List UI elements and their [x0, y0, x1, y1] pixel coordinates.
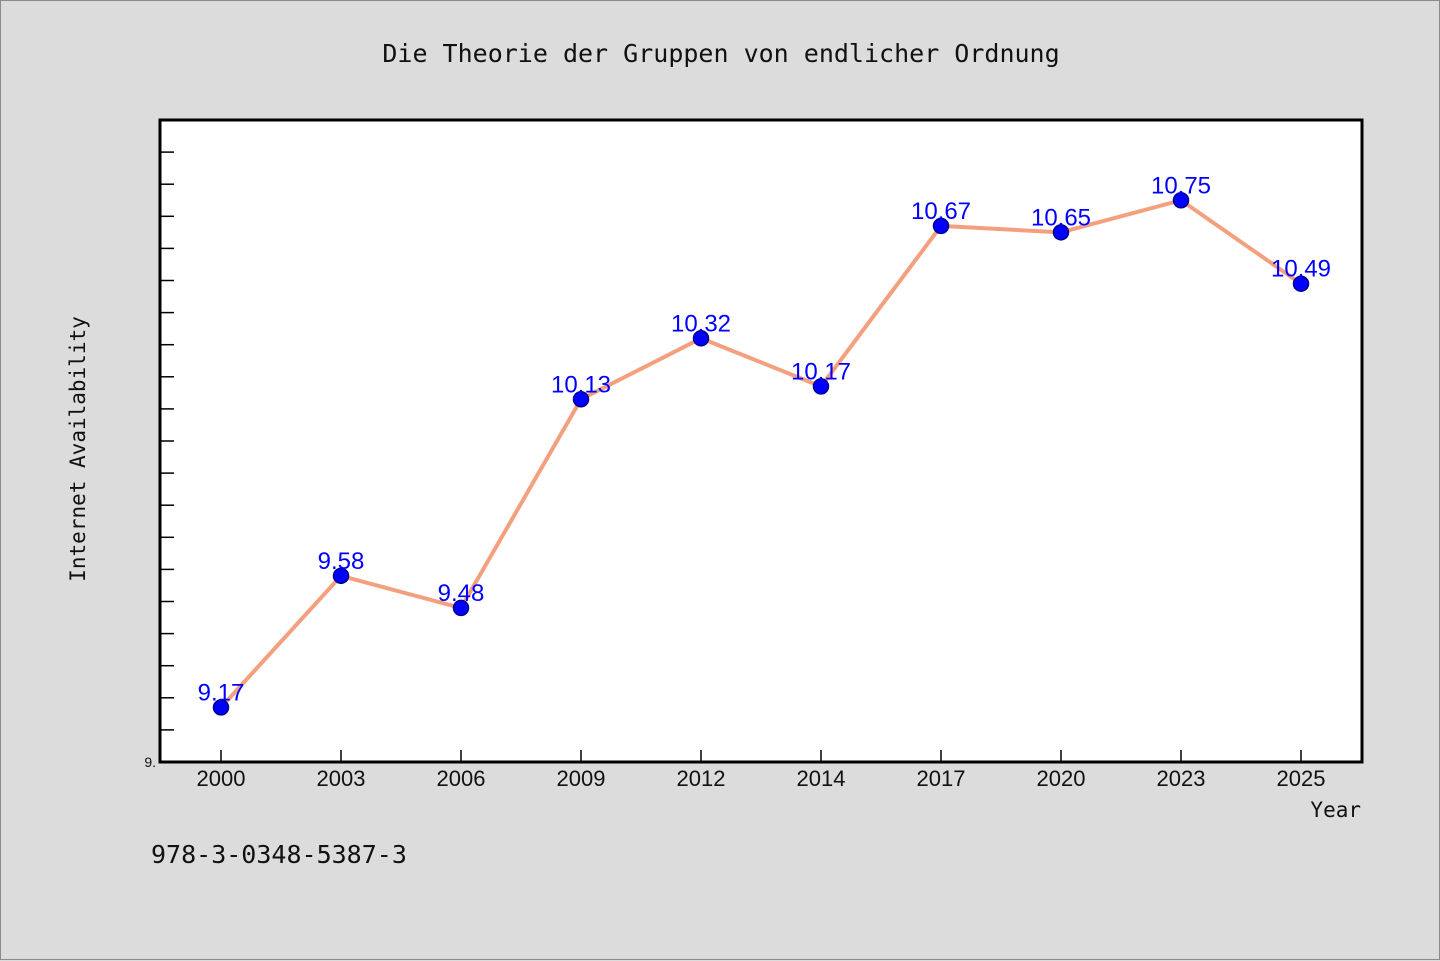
isbn-text: 978-3-0348-5387-3	[151, 840, 407, 869]
x-tick-label: 2012	[677, 766, 726, 791]
series-line	[219, 198, 1303, 710]
data-point-marker	[212, 699, 230, 716]
data-point-marker	[692, 330, 710, 347]
data-labels: 9.17 9.58 9.48 10.13 10.32 10.17 10.67 10.65 10.…	[198, 172, 1331, 706]
data-label: 10.75	[1151, 172, 1211, 199]
series-lines	[219, 198, 1303, 710]
data-label: 10.65	[1031, 204, 1091, 231]
data-label: 10.32	[671, 310, 731, 337]
data-label: 9.48	[438, 580, 485, 607]
x-tick-label: 2025	[1277, 766, 1326, 791]
x-tick-label: 2000	[197, 766, 246, 791]
x-tick-label: 2009	[557, 766, 606, 791]
x-tick-label: 2020	[1037, 766, 1086, 791]
data-label: 10.17	[791, 358, 851, 385]
x-axis-ticks	[220, 750, 1302, 762]
data-label: 10.49	[1271, 256, 1331, 283]
data-point-marker	[932, 217, 950, 235]
plot-area	[158, 118, 1364, 764]
series-markers	[212, 192, 1310, 716]
y-axis-ticks	[160, 151, 174, 731]
data-label: 9.17	[198, 679, 245, 706]
x-tick-label: 2014	[797, 766, 846, 791]
x-tick-label: 2017	[917, 766, 966, 791]
data-point-marker	[812, 378, 830, 395]
x-tick-label: 2023	[1157, 766, 1206, 791]
data-label: 10.67	[911, 198, 971, 225]
data-point-marker	[1172, 192, 1190, 209]
data-point-marker	[452, 599, 470, 617]
y-axis-tick-labels: 9.	[144, 754, 156, 770]
x-tick-label: 2006	[437, 766, 486, 791]
y-tick-label: 9.	[144, 754, 156, 770]
data-label: 9.58	[318, 548, 365, 575]
data-point-marker	[332, 567, 350, 585]
data-label: 10.13	[551, 371, 611, 398]
y-axis-label: Internet Availability	[66, 316, 90, 582]
chart-title: Die Theorie der Gruppen von endlicher Or…	[382, 39, 1059, 68]
x-axis-tick-labels: 2000 2003 2006 2009 2012 2014 2017 2020 2023 2025	[197, 766, 1326, 791]
x-axis-label: Year	[1310, 798, 1361, 822]
data-point-marker	[1292, 275, 1310, 292]
x-tick-label: 2003	[317, 766, 366, 791]
data-point-marker	[572, 391, 590, 408]
data-point-marker	[1052, 224, 1070, 241]
